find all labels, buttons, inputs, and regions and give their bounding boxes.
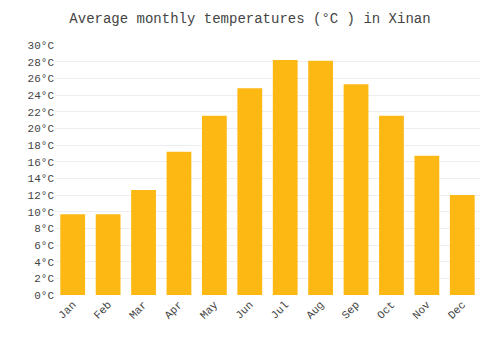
svg-text:May: May — [198, 299, 221, 322]
svg-text:Feb: Feb — [92, 299, 114, 321]
svg-text:18°C: 18°C — [28, 140, 55, 152]
svg-text:0°C: 0°C — [34, 290, 54, 302]
svg-text:4°C: 4°C — [34, 257, 54, 269]
svg-text:24°C: 24°C — [28, 90, 55, 102]
svg-text:Mar: Mar — [127, 299, 149, 321]
svg-text:Jul: Jul — [269, 299, 291, 321]
svg-text:28°C: 28°C — [28, 57, 55, 69]
svg-text:12°C: 12°C — [28, 190, 55, 202]
svg-text:30°C: 30°C — [28, 40, 55, 52]
svg-text:Dec: Dec — [446, 299, 468, 321]
svg-text:Aug: Aug — [304, 299, 326, 321]
svg-text:20°C: 20°C — [28, 123, 55, 135]
svg-text:Nov: Nov — [410, 299, 433, 322]
svg-text:Average monthly temperatures (: Average monthly temperatures (°C ) in Xi… — [69, 11, 430, 27]
svg-text:Apr: Apr — [162, 299, 184, 321]
svg-text:Oct: Oct — [375, 299, 397, 321]
svg-text:26°C: 26°C — [28, 73, 55, 85]
svg-text:10°C: 10°C — [28, 207, 55, 219]
svg-text:2°C: 2°C — [34, 273, 54, 285]
svg-text:16°C: 16°C — [28, 157, 55, 169]
svg-text:Sep: Sep — [340, 299, 362, 321]
svg-text:Jun: Jun — [233, 299, 255, 321]
svg-text:Jan: Jan — [56, 299, 78, 321]
svg-text:22°C: 22°C — [28, 107, 55, 119]
svg-text:8°C: 8°C — [34, 223, 54, 235]
svg-text:14°C: 14°C — [28, 173, 55, 185]
svg-text:6°C: 6°C — [34, 240, 54, 252]
